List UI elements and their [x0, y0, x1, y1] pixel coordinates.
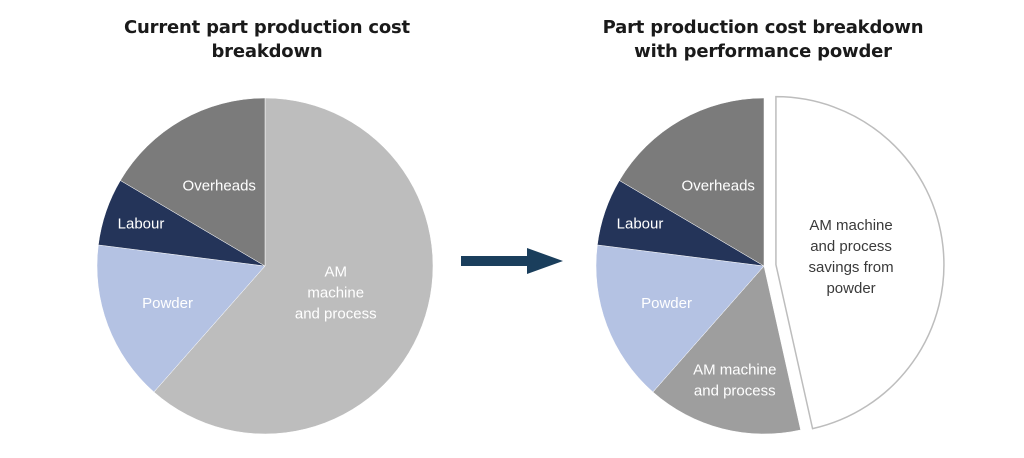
current-label-labour: Labour — [118, 216, 165, 233]
current-slice-am-machine-and-process — [153, 97, 434, 435]
performance-slice-am-machine-and-process-savings-from-powder — [775, 95, 945, 430]
current-slice-overheads — [120, 97, 266, 267]
chart-title-current: Current part production cost breakdown — [124, 17, 410, 62]
performance-label-am-machine-and-process: AM machine and process — [693, 361, 776, 399]
performance-slice-am-machine-and-process — [652, 265, 801, 435]
arrow-icon — [461, 248, 563, 274]
chart-title-performance: Part production cost breakdown with perf… — [602, 17, 924, 62]
current-label-am-machine-and-process: AM machine and process — [295, 264, 377, 323]
performance-slice-overheads — [619, 97, 765, 267]
performance-label-labour: Labour — [617, 216, 664, 233]
performance-slice-powder — [595, 244, 765, 393]
performance-label-overheads: Overheads — [682, 178, 755, 195]
pie-chart-current: AM machine and process Powder Labour Overhead… — [96, 97, 434, 435]
performance-label-am-machine-and-process-savings-from-powder: AM machine and process savings from powder — [809, 217, 894, 297]
current-label-overheads: Overheads — [183, 178, 256, 195]
pie-chart-performance: AM machine and process savings from powder A… — [595, 95, 945, 435]
performance-label-powder: Powder — [641, 295, 692, 312]
current-label-powder: Powder — [142, 295, 193, 312]
current-slice-powder — [96, 244, 266, 393]
